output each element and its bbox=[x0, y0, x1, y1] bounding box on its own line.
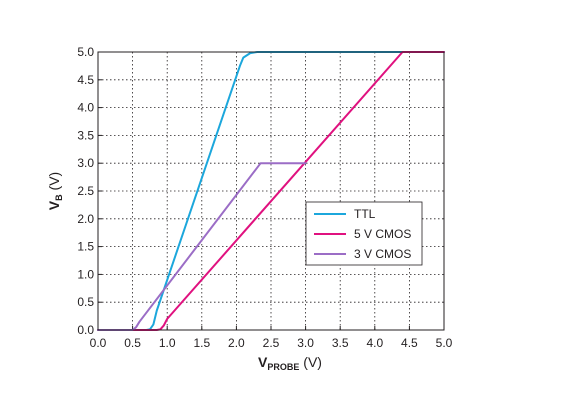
y-tick-label: 3.0 bbox=[77, 156, 94, 170]
plot-frame bbox=[97, 51, 445, 331]
grid bbox=[97, 51, 445, 331]
y-axis-label: VB (V) bbox=[46, 172, 64, 210]
legend-label: 3 V CMOS bbox=[354, 247, 411, 261]
legend-label: 5 V CMOS bbox=[354, 227, 411, 241]
x-tick-label: 5.0 bbox=[436, 336, 453, 350]
y-tick-label: 4.0 bbox=[77, 101, 94, 115]
legend: TTL 5 V CMOS 3 V CMOS bbox=[305, 201, 423, 266]
x-tick-label: 4.5 bbox=[401, 336, 418, 350]
y-tick-label: 2.5 bbox=[77, 184, 94, 198]
y-tick-label: 5.0 bbox=[77, 45, 94, 59]
x-tick-label: 1.5 bbox=[193, 336, 210, 350]
x-tick-label: 1.0 bbox=[159, 336, 176, 350]
x-tick-label: 0.0 bbox=[90, 336, 107, 350]
x-tick-label: 4.0 bbox=[366, 336, 383, 350]
x-tick-labels: 0.0 0.5 1.0 1.5 2.0 2.5 3.0 3.5 4.0 4.5 5.0 bbox=[90, 336, 453, 350]
x-axis-label: VPROBE (V) bbox=[258, 354, 322, 372]
x-tick-label: 2.5 bbox=[263, 336, 280, 350]
y-tick-label: 1.0 bbox=[77, 267, 94, 281]
x-tick-label: 3.5 bbox=[332, 336, 349, 350]
y-tick-label: 4.5 bbox=[77, 73, 94, 87]
x-tick-label: 0.5 bbox=[124, 336, 141, 350]
legend-label: TTL bbox=[354, 207, 376, 221]
y-tick-label: 1.5 bbox=[77, 240, 94, 254]
y-tick-label: 3.5 bbox=[77, 128, 94, 142]
x-tick-label: 2.0 bbox=[228, 336, 245, 350]
y-tick-label: 0.0 bbox=[77, 323, 94, 337]
x-tick-label: 3.0 bbox=[297, 336, 314, 350]
y-tick-label: 2.0 bbox=[77, 212, 94, 226]
y-tick-labels: 0.0 0.5 1.0 1.5 2.0 2.5 3.0 3.5 4.0 4.5 5.0 bbox=[77, 45, 94, 337]
y-tick-label: 0.5 bbox=[77, 295, 94, 309]
